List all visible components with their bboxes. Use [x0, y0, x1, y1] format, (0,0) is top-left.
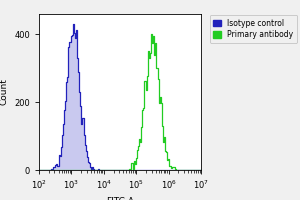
Y-axis label: Count: Count [0, 79, 9, 105]
Legend: Isotype control, Primary antibody: Isotype control, Primary antibody [210, 15, 297, 43]
X-axis label: FITC-A: FITC-A [106, 197, 134, 200]
